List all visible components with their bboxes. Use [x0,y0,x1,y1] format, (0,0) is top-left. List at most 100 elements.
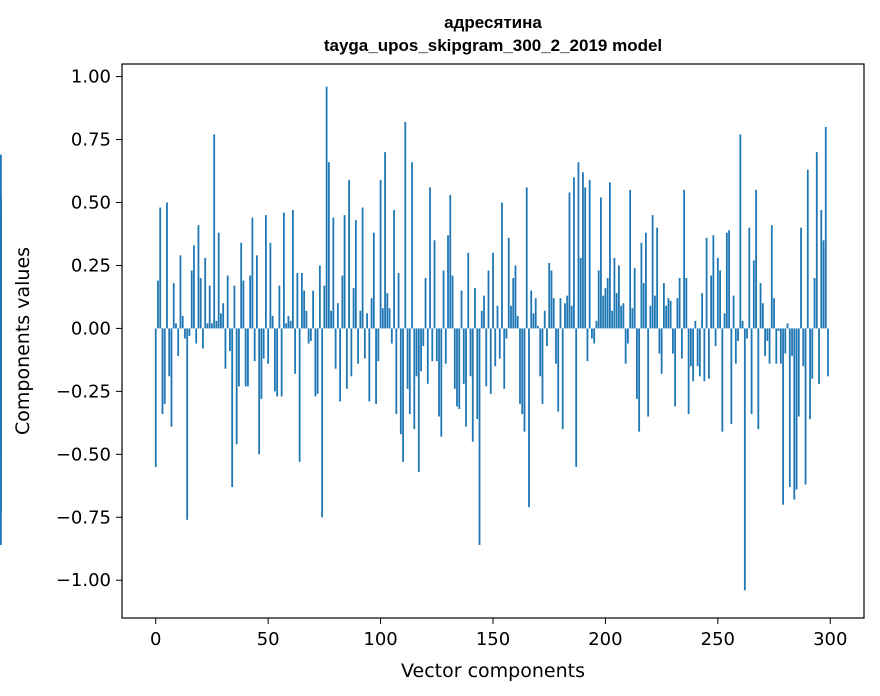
bar [728,230,730,329]
bar [175,323,177,329]
bar [424,278,427,329]
bar [698,328,701,377]
bar [656,227,659,329]
bar [163,328,166,404]
bar [168,328,171,377]
bar [402,328,404,462]
bar [260,328,263,399]
bar [247,328,249,387]
y-tick-label: 0.75 [71,130,111,151]
bar [202,328,204,349]
bar [525,187,528,329]
bar [645,232,647,329]
bar [244,328,247,387]
bar [251,217,254,329]
bar [602,295,605,329]
bar [323,285,326,329]
bar [786,323,789,329]
bar [701,293,704,329]
bar [296,273,299,329]
bar [213,134,216,329]
bar [741,320,744,329]
bar [442,270,445,329]
bar [390,328,393,344]
bar [339,328,341,402]
bar [498,328,501,359]
bar [314,328,317,397]
bar [197,225,200,329]
bar [229,328,231,352]
bar [680,328,683,359]
bar [451,275,454,329]
x-axis-ticks: 0 50 100 150 200 250 300 [150,618,847,650]
bar [366,313,368,329]
bar [505,328,508,339]
bar [662,283,665,329]
bar [276,328,279,397]
bar [408,328,411,415]
bar [573,177,575,329]
bar [775,328,778,364]
bar [309,328,312,341]
bar [377,328,380,362]
bar [233,285,236,329]
bar [606,278,609,329]
bar [447,235,449,329]
bar [530,290,533,329]
bar [287,315,290,329]
bar [217,232,220,329]
y-tick-label: 0.50 [71,193,111,214]
bar [384,152,386,329]
bar [613,257,616,329]
bar [397,273,400,329]
x-tick-label: 50 [257,629,280,650]
bar [204,257,207,329]
bar [195,328,198,344]
bar [676,298,679,329]
bar [249,275,252,329]
bar [703,328,706,382]
bar [523,328,526,432]
bar [764,328,766,357]
bar [348,179,350,329]
bar [280,328,283,397]
bar [406,328,409,389]
bar-series [0,86,829,591]
y-tick-label: −0.50 [56,444,111,465]
bar [413,328,416,430]
bar [453,328,456,389]
y-tick-label: 1.00 [71,67,111,88]
bar [692,328,695,382]
x-tick-label: 0 [150,629,161,650]
bar [262,328,265,359]
bar [620,305,623,329]
bar [181,315,184,329]
bar [303,290,306,329]
bar [629,189,632,329]
bar [743,328,746,591]
bar [388,308,391,329]
bar [755,189,757,329]
bar [242,280,245,329]
bar [696,328,699,367]
bar [0,242,2,329]
bar [822,240,825,329]
bar [285,323,288,329]
bar [375,328,377,404]
bar [568,192,571,329]
bar [467,252,470,329]
bar [305,310,308,329]
bar [712,235,715,329]
bar [485,328,488,387]
x-tick-label: 300 [813,629,847,650]
bar [449,194,452,329]
bar [429,187,431,329]
bar [555,328,557,364]
bar [393,210,395,329]
bar [552,298,555,329]
bar [784,328,787,354]
bar [483,295,485,329]
bar [224,328,227,369]
